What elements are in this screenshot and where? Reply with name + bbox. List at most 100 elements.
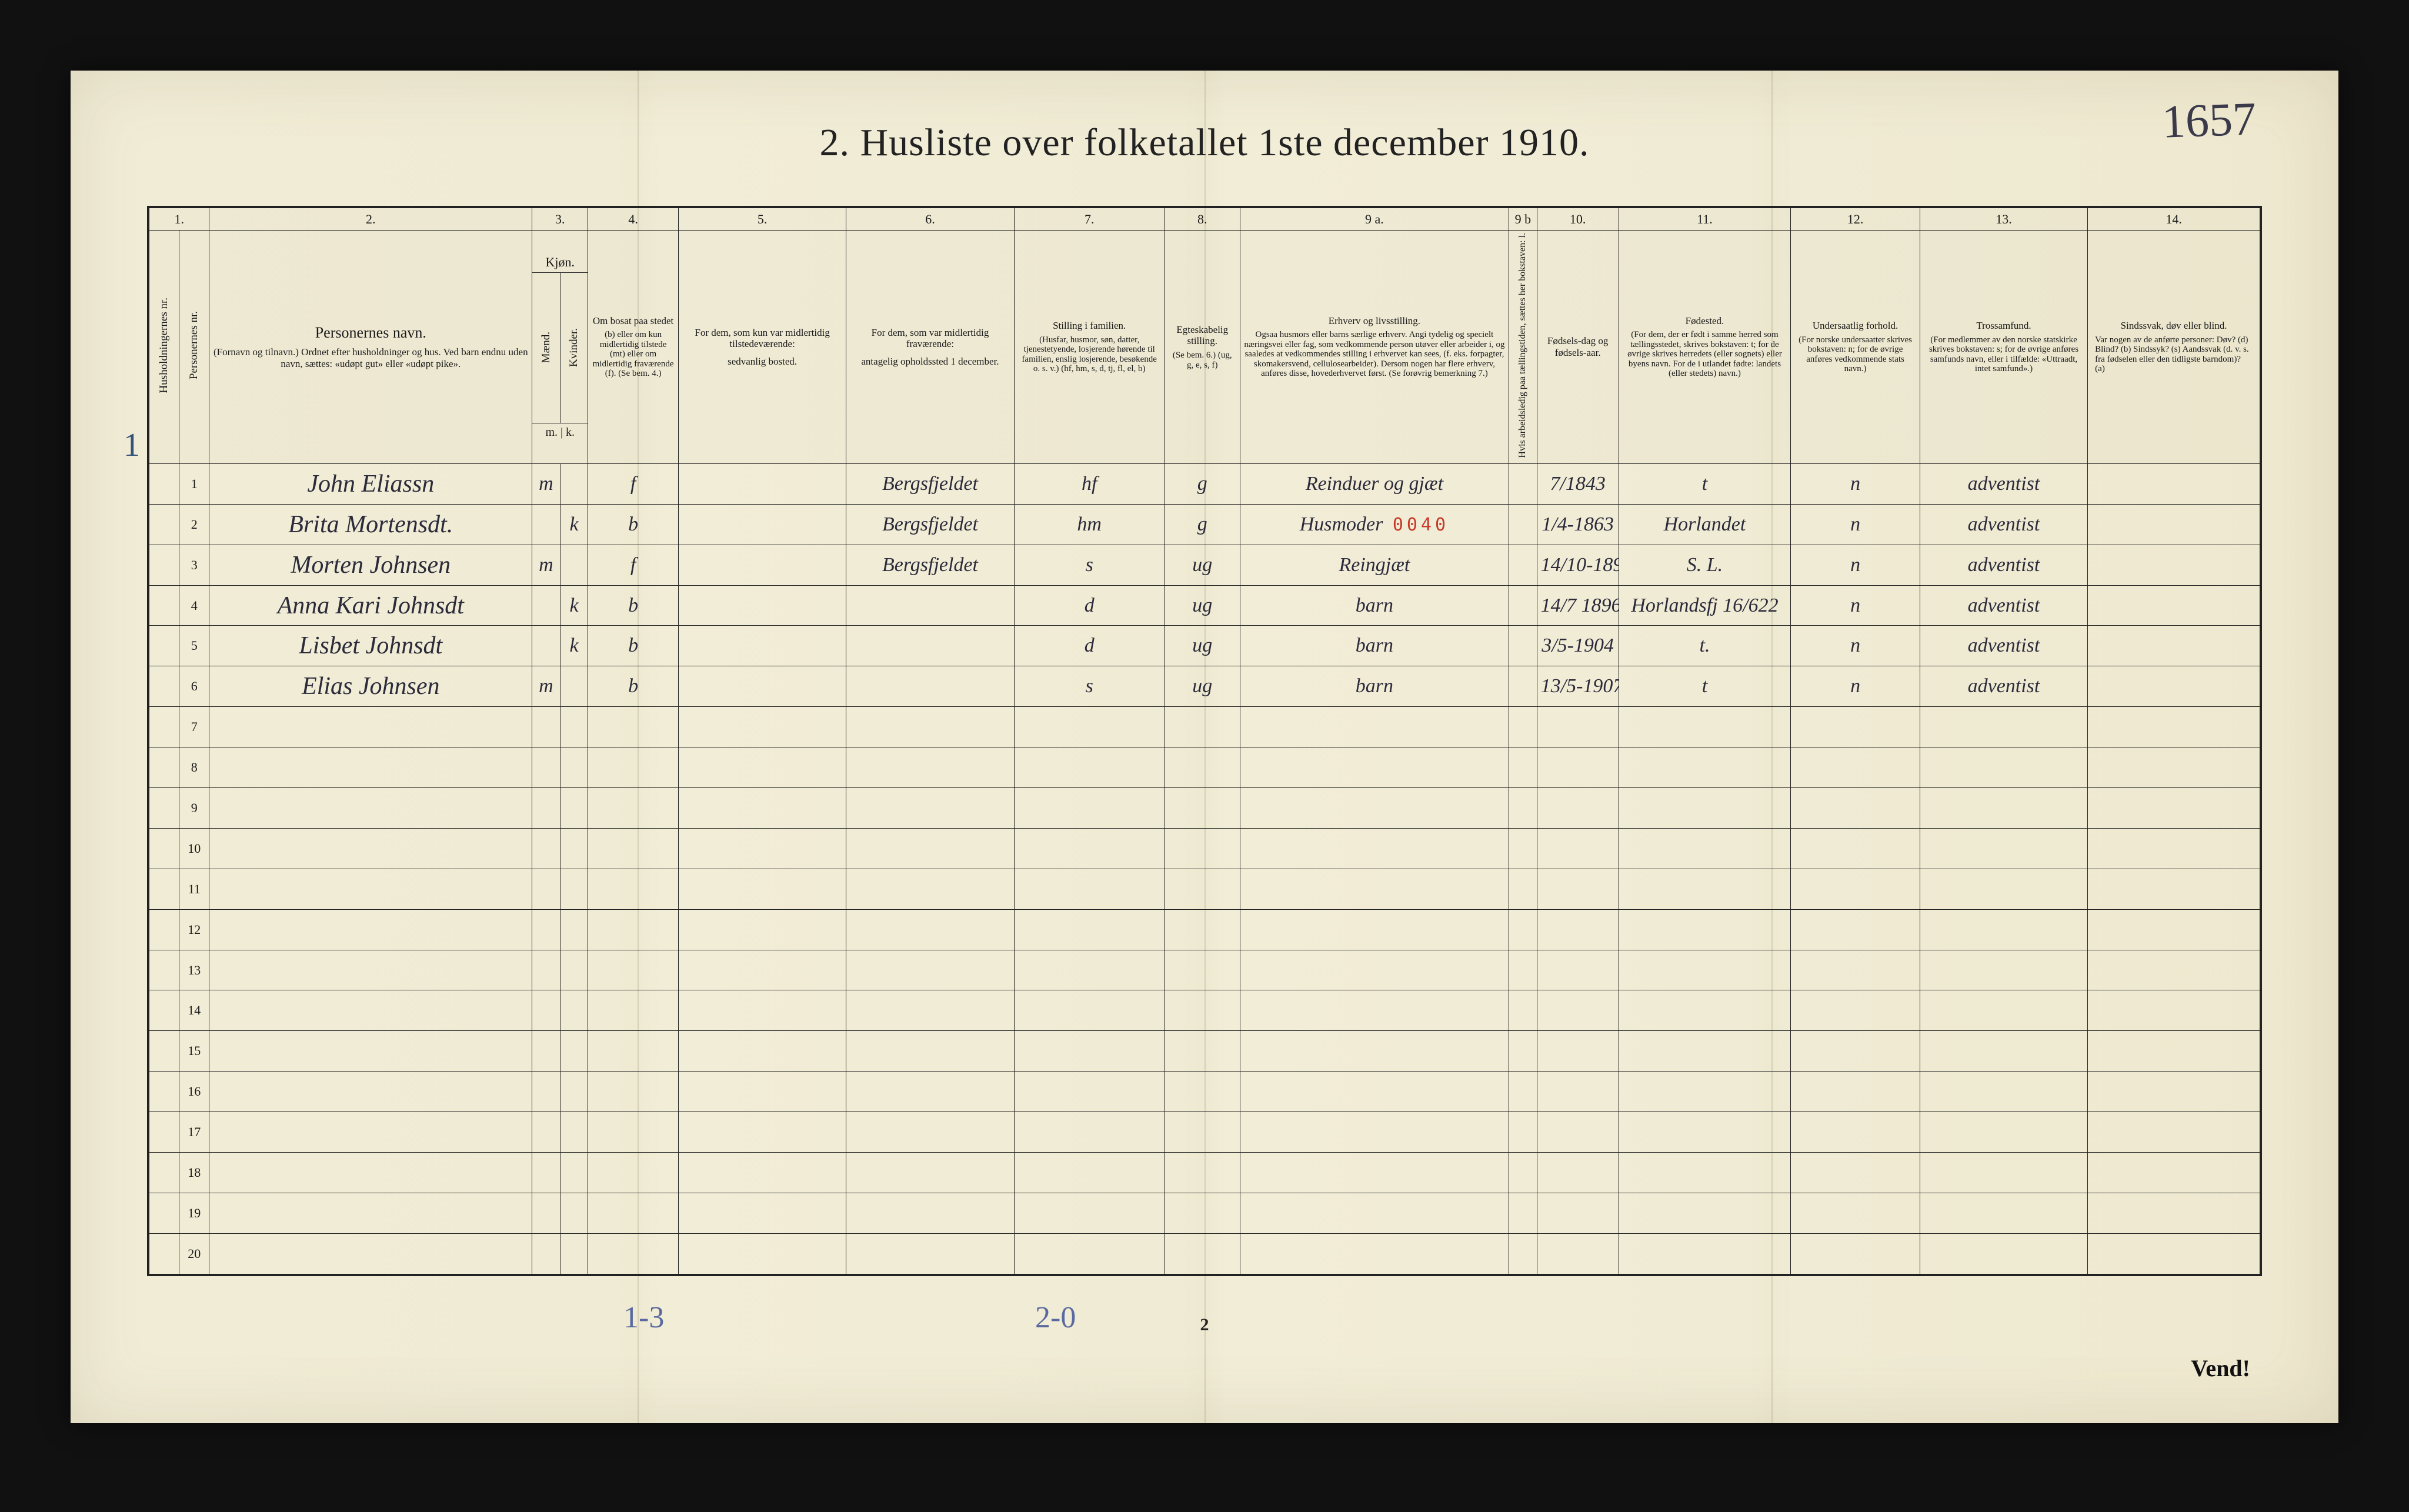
cell-residence	[588, 1233, 679, 1274]
colnum-9a: 9 a.	[1240, 208, 1509, 231]
table-row: 1John EliassnmfBergsfjeldethfgReinduer o…	[149, 463, 2260, 504]
cell-birthdate	[1537, 1153, 1619, 1193]
cell-person-nr: 13	[179, 950, 209, 990]
cell-name: Lisbet Johnsdt	[209, 626, 532, 666]
cell-religion	[1920, 1112, 2087, 1153]
cell-nationality: n	[1791, 545, 1920, 585]
header-name-title: Personernes navn.	[213, 324, 528, 342]
cell-family-pos	[1014, 707, 1165, 747]
cell-marital: ug	[1165, 585, 1240, 626]
cell-birthplace	[1619, 747, 1791, 788]
header-temp-present: For dem, som kun var midlertidig tilsted…	[678, 231, 846, 464]
cell-name: Elias Johnsen	[209, 666, 532, 707]
header-disability: Sindssvak, døv eller blind. Var nogen av…	[2088, 231, 2260, 464]
cell-name: Morten Johnsen	[209, 545, 532, 585]
header-temp-absent-title: For dem, som var midlertidig fraværende:	[850, 327, 1010, 350]
cell-person-nr: 4	[179, 585, 209, 626]
cell-birthdate: 13/5-1907	[1537, 666, 1619, 707]
cell-temp-absent	[846, 747, 1014, 788]
cell-occupation	[1240, 828, 1509, 869]
cell-sex-m	[532, 585, 560, 626]
cell-temp-present	[678, 869, 846, 909]
cell-family-pos: d	[1014, 626, 1165, 666]
cell-family-pos: s	[1014, 666, 1165, 707]
cell-marital	[1165, 707, 1240, 747]
table-row: 3Morten JohnsenmfBergsfjeldetsugReingjæt…	[149, 545, 2260, 585]
cell-marital	[1165, 909, 1240, 950]
cell-sex-k	[560, 1112, 588, 1153]
cell-household-nr	[149, 545, 179, 585]
cell-sex-k	[560, 828, 588, 869]
cell-birthplace: Horlandet	[1619, 504, 1791, 545]
header-disability-title: Sindssvak, døv eller blind.	[2091, 320, 2256, 332]
cell-household-nr	[149, 950, 179, 990]
cell-sex-m	[532, 950, 560, 990]
table-row: 13	[149, 950, 2260, 990]
cell-marital	[1165, 747, 1240, 788]
cell-name	[209, 1153, 532, 1193]
cell-residence: b	[588, 585, 679, 626]
cell-temp-present	[678, 1031, 846, 1072]
cell-occupation	[1240, 909, 1509, 950]
cell-name	[209, 1112, 532, 1153]
cell-birthplace	[1619, 1031, 1791, 1072]
cell-disability	[2088, 788, 2260, 829]
cell-sex-k	[560, 1193, 588, 1233]
cell-name: John Eliassn	[209, 463, 532, 504]
cell-birthdate	[1537, 1112, 1619, 1153]
cell-household-nr	[149, 788, 179, 829]
cell-disability	[2088, 1153, 2260, 1193]
cell-temp-absent	[846, 666, 1014, 707]
cell-name: Brita Mortensdt.	[209, 504, 532, 545]
cell-nationality	[1791, 990, 1920, 1031]
cell-birthplace	[1619, 788, 1791, 829]
footer-pencil-left: 1-3	[623, 1300, 664, 1335]
cell-name	[209, 1233, 532, 1274]
cell-religion	[1920, 869, 2087, 909]
cell-temp-absent	[846, 1031, 1014, 1072]
cell-temp-present	[678, 1112, 846, 1153]
cell-person-nr: 14	[179, 990, 209, 1031]
cell-family-pos	[1014, 950, 1165, 990]
cell-family-pos	[1014, 747, 1165, 788]
cell-religion	[1920, 707, 2087, 747]
cell-birthdate	[1537, 1233, 1619, 1274]
cell-sex-m	[532, 788, 560, 829]
header-household-nr-label: Husholdningernes nr.	[158, 298, 171, 393]
cell-occupation: Husmoder 0040	[1240, 504, 1509, 545]
cell-temp-absent	[846, 869, 1014, 909]
cell-name	[209, 828, 532, 869]
cell-person-nr: 10	[179, 828, 209, 869]
cell-temp-absent	[846, 585, 1014, 626]
cell-occupation: barn	[1240, 626, 1509, 666]
table-row: 4Anna Kari Johnsdtkbdugbarn14/7 1896Horl…	[149, 585, 2260, 626]
header-temp-present-body: sedvanlig bosted.	[682, 356, 842, 368]
cell-nationality: n	[1791, 463, 1920, 504]
header-residence-title: Om bosat paa stedet	[592, 315, 675, 327]
cell-family-pos	[1014, 869, 1165, 909]
colnum-6: 6.	[846, 208, 1014, 231]
cell-marital: g	[1165, 504, 1240, 545]
cell-family-pos: d	[1014, 585, 1165, 626]
cell-marital	[1165, 1112, 1240, 1153]
cell-unemployed	[1509, 1072, 1537, 1112]
cell-temp-absent	[846, 950, 1014, 990]
table-row: 7	[149, 707, 2260, 747]
header-unemployed-label: Hvis arbeidsledig paa tællingstiden, sæt…	[1517, 233, 1528, 458]
cell-residence	[588, 788, 679, 829]
cell-sex-m	[532, 707, 560, 747]
cell-family-pos	[1014, 909, 1165, 950]
cell-household-nr	[149, 463, 179, 504]
header-nationality: Undersaatlig forhold. (For norske unders…	[1791, 231, 1920, 464]
cell-religion	[1920, 788, 2087, 829]
cell-household-nr	[149, 666, 179, 707]
cell-birthdate	[1537, 707, 1619, 747]
header-marital-title: Egteskabelig stilling.	[1169, 324, 1236, 347]
cell-temp-present	[678, 504, 846, 545]
cell-birthplace: t	[1619, 463, 1791, 504]
cell-occupation: barn	[1240, 585, 1509, 626]
cell-birthdate: 7/1843	[1537, 463, 1619, 504]
footer-vend: Vend!	[2191, 1354, 2250, 1382]
header-disability-body: Var nogen av de anførte personer: Døv? (…	[2091, 335, 2256, 374]
cell-household-nr	[149, 990, 179, 1031]
